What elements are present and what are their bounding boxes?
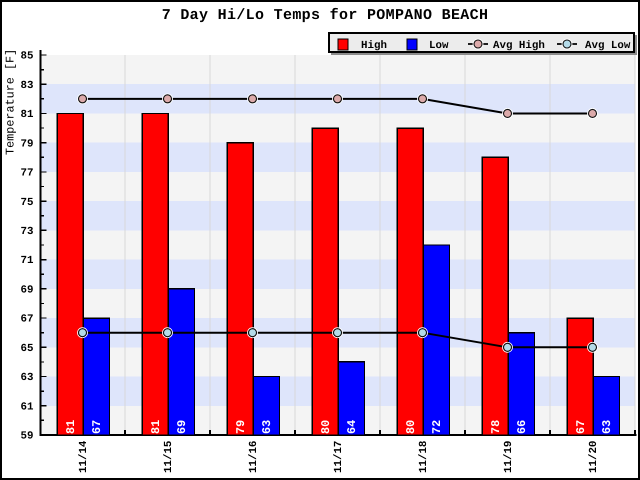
svg-text:77: 77	[21, 168, 34, 180]
svg-text:61: 61	[21, 401, 34, 413]
svg-text:11/19: 11/19	[503, 441, 515, 473]
svg-text:Low: Low	[429, 40, 449, 52]
svg-text:11/14: 11/14	[78, 440, 90, 473]
svg-text:63: 63	[600, 420, 614, 434]
svg-text:64: 64	[345, 420, 359, 434]
svg-text:7 Day Hi/Lo Temps for POMPANO: 7 Day Hi/Lo Temps for POMPANO BEACH	[162, 7, 489, 24]
svg-text:83: 83	[21, 80, 34, 92]
svg-text:75: 75	[21, 197, 34, 209]
svg-text:69: 69	[175, 420, 189, 434]
svg-text:63: 63	[260, 420, 274, 434]
svg-text:High: High	[361, 40, 387, 52]
svg-text:81: 81	[64, 420, 78, 434]
svg-text:Avg High: Avg High	[493, 40, 545, 52]
svg-text:63: 63	[21, 372, 34, 384]
svg-text:71: 71	[21, 255, 34, 267]
svg-text:67: 67	[21, 314, 34, 326]
svg-text:69: 69	[21, 284, 34, 296]
svg-text:59: 59	[21, 431, 34, 443]
svg-text:81: 81	[21, 109, 34, 121]
svg-text:79: 79	[21, 138, 34, 150]
svg-text:72: 72	[430, 420, 444, 434]
svg-text:11/16: 11/16	[248, 441, 260, 473]
svg-text:65: 65	[21, 343, 34, 355]
svg-text:78: 78	[489, 420, 503, 434]
svg-text:Avg Low: Avg Low	[585, 40, 631, 52]
svg-text:67: 67	[574, 420, 588, 434]
svg-text:66: 66	[515, 420, 529, 434]
svg-text:85: 85	[21, 51, 34, 63]
svg-text:Temperature [F]: Temperature [F]	[4, 49, 18, 155]
svg-text:67: 67	[90, 420, 104, 434]
svg-text:81: 81	[149, 420, 163, 434]
svg-text:80: 80	[404, 420, 418, 434]
svg-text:11/17: 11/17	[333, 441, 345, 473]
svg-text:79: 79	[234, 420, 248, 434]
svg-text:73: 73	[21, 226, 34, 238]
svg-text:80: 80	[319, 420, 333, 434]
svg-text:11/18: 11/18	[418, 441, 430, 473]
svg-text:11/15: 11/15	[163, 441, 175, 473]
svg-text:11/20: 11/20	[588, 441, 600, 473]
